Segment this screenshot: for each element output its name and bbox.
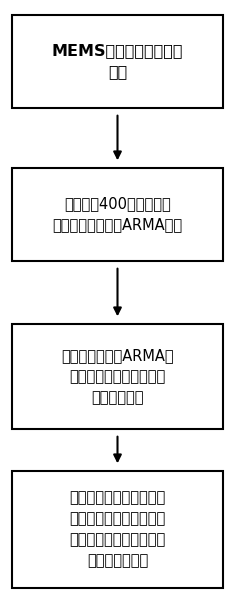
Text: 对上一步得到的ARMA模
型转变并推广到陀螺仪输
出的原始数据: 对上一步得到的ARMA模 型转变并推广到陀螺仪输 出的原始数据: [61, 348, 174, 405]
FancyBboxPatch shape: [12, 324, 223, 429]
FancyBboxPatch shape: [12, 15, 223, 108]
Text: 从中选取400个连续平滑
的数据，对其建立ARMA模型: 从中选取400个连续平滑 的数据，对其建立ARMA模型: [52, 196, 183, 232]
Text: MEMS陀螺仪输出的原始
数据: MEMS陀螺仪输出的原始 数据: [52, 43, 183, 79]
Text: 用上一步得到的模型对陀
螺仪输出数据进行预测，
找出异常数据，并用预测
值代替异常数据: 用上一步得到的模型对陀 螺仪输出数据进行预测， 找出异常数据，并用预测 值代替异…: [69, 491, 166, 569]
FancyBboxPatch shape: [12, 471, 223, 588]
FancyBboxPatch shape: [12, 168, 223, 261]
